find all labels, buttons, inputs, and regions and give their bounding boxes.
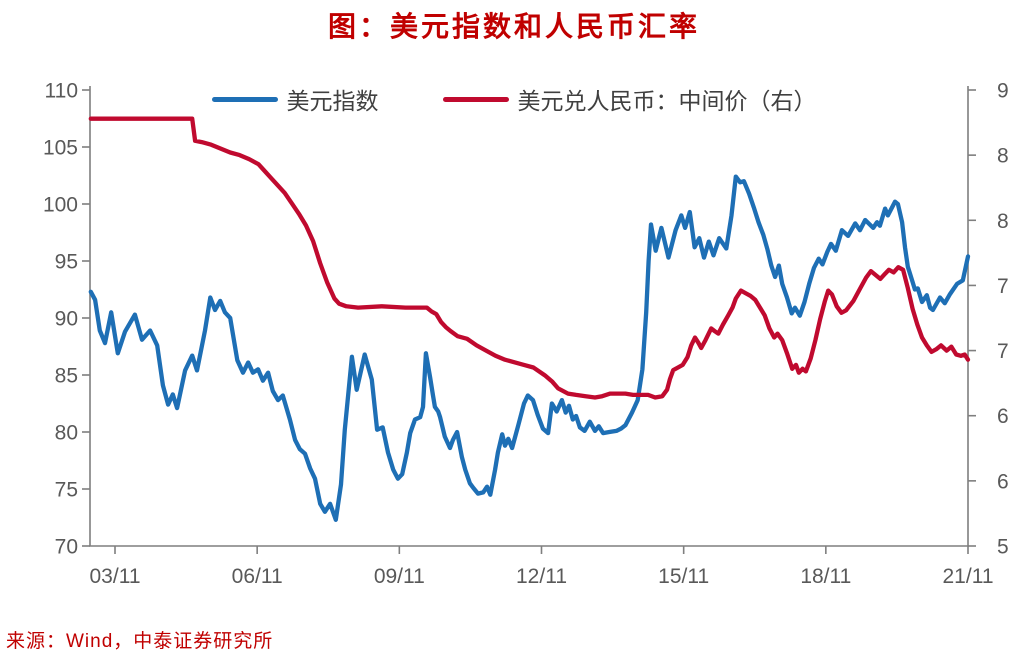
x-axis-tick-label: 18/11 [800,565,851,588]
left-axis-tick-label: 85 [55,365,78,388]
right-axis-tick-label: 6 [997,405,1009,428]
legend: 美元指数 美元兑人民币：中间价（右） [0,83,1028,115]
right-axis-tick-label: 8 [997,145,1009,168]
series-line-usdcny-central-parity [88,116,971,400]
left-axis-tick-label: 105 [43,137,78,160]
left-axis-tick-label: 95 [55,251,78,274]
right-axis-tick-label: 9 [997,80,1009,103]
right-axis-tick-label: 7 [997,275,1009,298]
legend-item-usd-index: 美元指数 [211,82,379,116]
x-axis-tick-label: 21/11 [943,565,994,588]
chart-title: 图：美元指数和人民币汇率 [327,11,700,42]
right-axis-tick-label: 6 [997,470,1009,493]
legend-label-usdcny: 美元兑人民币：中间价（右） [517,88,817,114]
series-line-usd-index [88,174,971,522]
left-axis-tick-label: 110 [45,80,78,103]
x-axis-tick-label: 12/11 [516,565,567,588]
right-axis-tick-label: 8 [997,210,1009,233]
x-axis-tick-label: 15/11 [658,565,709,588]
left-axis-tick-label: 70 [55,536,78,559]
left-axis-tick-label: 90 [55,308,78,331]
x-axis-tick-label: 09/11 [374,565,425,588]
source-note: 来源：Wind，中泰证券研究所 [6,631,274,652]
legend-line-swatch-usd-index [211,96,278,102]
left-axis-tick-label: 75 [55,479,78,502]
x-axis-tick-label: 06/11 [232,565,283,588]
legend-label-usd-index: 美元指数 [286,88,379,114]
left-axis-tick-label: 100 [43,194,78,217]
right-axis-tick-label: 5 [997,536,1009,559]
legend-item-usdcny: 美元兑人民币：中间价（右） [442,82,817,116]
legend-line-swatch-usdcny [442,96,509,102]
right-axis-tick-label: 7 [997,340,1009,363]
x-axis-tick-label: 03/11 [90,565,141,588]
left-axis-tick-label: 80 [55,422,78,445]
